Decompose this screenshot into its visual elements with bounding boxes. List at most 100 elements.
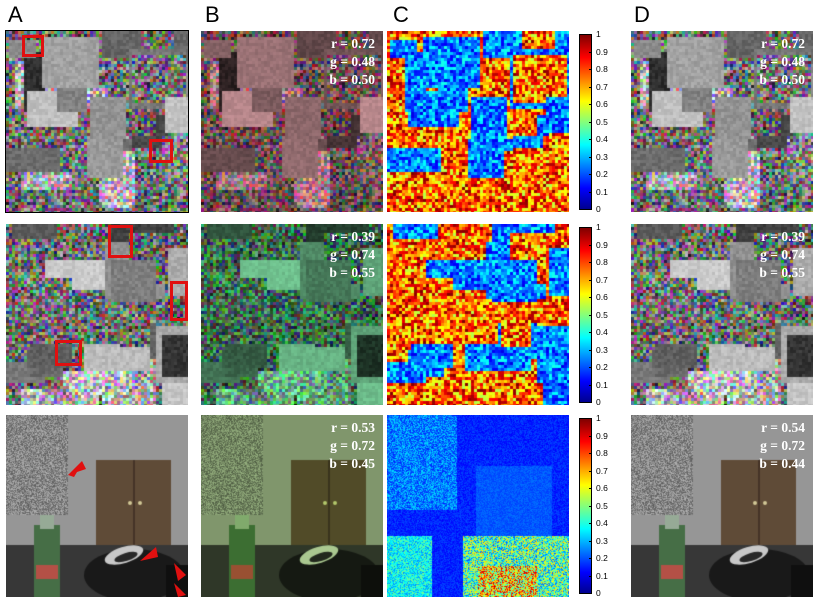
colorbar-tick-mark <box>589 209 592 210</box>
colorbar-tick-label: 0.5 <box>596 500 608 511</box>
row2-highlight-box-2 <box>170 281 188 321</box>
colorbar-tick-label: 0.2 <box>596 169 608 179</box>
row3-corrected-photo: r = 0.54 g = 0.72 b = 0.44 <box>631 415 813 597</box>
row2-d-g: g = 0.74 <box>760 247 805 262</box>
colorbar-tick-label: 0.9 <box>596 46 608 57</box>
row1-corrected-image: r = 0.72 g = 0.48 b = 0.50 <box>631 31 813 212</box>
colorbar-tick-label: 0.6 <box>596 99 608 109</box>
row1-d-b: b = 0.50 <box>759 72 805 87</box>
row2-highlight-box-3 <box>55 340 82 366</box>
row2-b-params: r = 0.39 g = 0.74 b = 0.55 <box>329 228 375 282</box>
row3-d-params: r = 0.54 g = 0.72 b = 0.44 <box>759 419 805 473</box>
colorbar-tick-label: 0 <box>596 588 601 598</box>
colorbar-tick-label: 1 <box>596 413 601 423</box>
colorbar-tick-mark <box>589 314 592 316</box>
row1-heatmap <box>387 31 569 212</box>
row3-d-g: g = 0.72 <box>760 438 805 453</box>
row2-heatmap <box>387 224 569 405</box>
colorbar-tick-mark <box>589 488 592 489</box>
colorbar-tick-label: 0.9 <box>596 239 608 250</box>
colorbar-tick-label: 0.1 <box>596 570 608 581</box>
colorbar-tick-mark <box>589 51 592 53</box>
colorbar-tick-label: 0.8 <box>596 257 608 267</box>
colorbar-tick-mark <box>589 297 592 298</box>
colorbar-tick-label: 0.4 <box>596 518 608 528</box>
row2-d-params: r = 0.39 g = 0.74 b = 0.55 <box>759 228 805 282</box>
row3-d-b: b = 0.44 <box>759 456 805 471</box>
colorbar-tick-mark <box>589 593 592 594</box>
colorbar-tick-mark <box>589 575 592 577</box>
row3-arrows <box>68 461 186 597</box>
colorbar-tick-mark <box>589 402 592 403</box>
colorbar-tick-label: 0.6 <box>596 483 608 493</box>
row3-tinted-photo: r = 0.53 g = 0.72 b = 0.45 <box>201 415 383 597</box>
row3-d-r: r = 0.54 <box>761 420 805 435</box>
colorbar-tick-label: 0.7 <box>596 274 608 285</box>
colorbar-tick-label: 0.8 <box>596 448 608 458</box>
row3-heatmap <box>387 415 569 597</box>
colorbar-tick-mark <box>589 418 592 419</box>
row3-input-photo <box>6 415 188 597</box>
colorbar-tick-label: 0 <box>596 397 601 407</box>
colorbar-tick-mark <box>589 523 592 524</box>
row1-b-params: r = 0.72 g = 0.48 b = 0.50 <box>329 35 375 89</box>
colorbar-tick-label: 0.1 <box>596 379 608 390</box>
row3-b-params: r = 0.53 g = 0.72 b = 0.45 <box>329 419 375 473</box>
colorbar-tick-mark <box>589 139 592 140</box>
row1-d-r: r = 0.72 <box>761 36 805 51</box>
colorbar-tick-mark <box>589 453 592 454</box>
colorbar-tick-mark <box>589 540 592 542</box>
colorbar-tick-label: 0.4 <box>596 134 608 144</box>
colorbar-tick-label: 0.7 <box>596 81 608 92</box>
colorbar-tick-label: 0.3 <box>596 344 608 355</box>
colorbar-tick-mark <box>589 435 592 437</box>
row1-highlight-box-1 <box>22 35 44 57</box>
colorbar-tick-label: 0.5 <box>596 309 608 320</box>
colorbar-tick-mark <box>589 505 592 507</box>
row2-b-g: g = 0.74 <box>330 247 375 262</box>
row2-tinted-image: r = 0.39 g = 0.74 b = 0.55 <box>201 224 383 405</box>
colorbar-tick-label: 0.4 <box>596 327 608 337</box>
arrow-3 <box>174 563 186 581</box>
colorbar-tick-label: 0.2 <box>596 553 608 563</box>
row2-b-r: r = 0.39 <box>331 229 375 244</box>
colorbar-tick-label: 1 <box>596 222 601 232</box>
colorbar-tick-mark <box>589 121 592 123</box>
colorbar-tick-label: 0.9 <box>596 430 608 441</box>
colorbar-tick-label: 0.3 <box>596 151 608 162</box>
row2-d-r: r = 0.39 <box>761 229 805 244</box>
colorbar-tick-mark <box>589 367 592 368</box>
row2-d-b: b = 0.55 <box>759 265 805 280</box>
arrow-2 <box>140 547 158 561</box>
colorbar-tick-mark <box>589 244 592 246</box>
arrow-1-tail <box>68 467 80 477</box>
colorbar-tick-label: 0.7 <box>596 465 608 476</box>
colorbar-tick-mark <box>589 69 592 70</box>
colorbar-tick-mark <box>589 156 592 158</box>
row1-b-g: g = 0.48 <box>330 54 375 69</box>
colorbar-tick-mark <box>589 349 592 351</box>
colorbar-tick-mark <box>589 191 592 193</box>
panel-label-c: C <box>393 2 409 27</box>
colorbar-tick-mark <box>589 558 592 559</box>
colorbar-tick-mark <box>589 227 592 228</box>
colorbar-tick-mark <box>589 332 592 333</box>
colorbar-tick-label: 0.2 <box>596 362 608 372</box>
colorbar-tick-mark <box>589 86 592 88</box>
row3-b-r: r = 0.53 <box>331 420 375 435</box>
row3-b-b: b = 0.45 <box>329 456 375 471</box>
row2-highlight-box-1 <box>108 225 133 258</box>
panel-label-b: B <box>205 2 220 27</box>
colorbar-tick-mark <box>589 279 592 281</box>
row1-tinted-image: r = 0.72 g = 0.48 b = 0.50 <box>201 31 383 212</box>
row1-b-r: r = 0.72 <box>331 36 375 51</box>
colorbar-tick-mark <box>589 470 592 472</box>
colorbar-tick-label: 0.1 <box>596 186 608 197</box>
row1-input-image <box>5 30 189 213</box>
arrow-1 <box>68 461 86 475</box>
colorbar-tick-label: 0.5 <box>596 116 608 127</box>
colorbar-tick-label: 0.8 <box>596 64 608 74</box>
colorbar-tick-mark <box>589 34 592 35</box>
colorbar-tick-mark <box>589 262 592 263</box>
panel-label-d: D <box>634 2 650 27</box>
